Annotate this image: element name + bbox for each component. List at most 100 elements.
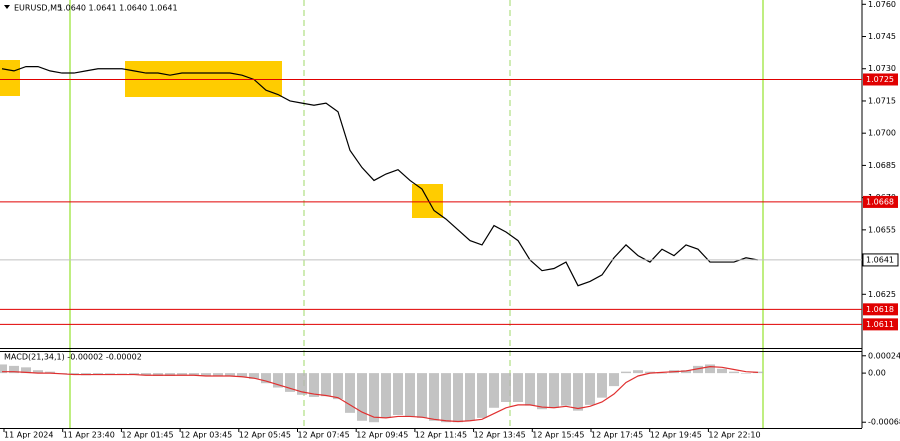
x-tick-label: 12 Apr 07:45 <box>298 431 350 440</box>
macd-bar <box>357 373 367 421</box>
macd-bar <box>333 373 343 400</box>
macd-bar <box>693 365 703 374</box>
macd-bar <box>405 373 415 417</box>
y-tick-label: 1.0685 <box>868 161 896 170</box>
x-tick-label: 12 Apr 22:10 <box>708 431 760 440</box>
level-box <box>863 195 898 208</box>
macd-bar <box>453 373 463 423</box>
macd-bar <box>213 373 223 376</box>
macd-bar <box>189 373 199 376</box>
macd-bar <box>141 373 151 376</box>
macd-bar <box>597 373 607 398</box>
macd-bar <box>285 373 295 392</box>
highlight-box <box>0 60 20 96</box>
macd-bar <box>129 373 139 375</box>
macd-bar <box>621 371 631 374</box>
macd-bar <box>489 373 499 408</box>
x-tick-label: 12 Apr 03:45 <box>180 431 232 440</box>
level-box <box>863 318 898 331</box>
level-label: 1.0725 <box>866 75 894 84</box>
signal-line <box>2 366 759 423</box>
x-tick-label: 12 Apr 11:45 <box>415 431 467 440</box>
macd-bar <box>609 373 619 387</box>
menu-arrow <box>4 5 10 9</box>
macd-bar <box>729 371 739 374</box>
x-tick-label: 12 Apr 13:45 <box>474 431 526 440</box>
macd-bar <box>645 371 655 374</box>
macd-bar <box>9 365 19 374</box>
macd-bar <box>585 373 595 405</box>
x-tick-label: 12 Apr 15:45 <box>532 431 584 440</box>
level-box <box>863 73 898 86</box>
macd-bar <box>381 373 391 418</box>
y-tick-label: 1.0730 <box>868 64 896 73</box>
macd-bar <box>261 373 271 384</box>
level-box <box>863 303 898 316</box>
level-label: 1.0618 <box>866 305 894 314</box>
macd-bar <box>33 370 43 374</box>
macd-bar <box>105 373 115 374</box>
y-tick-label: 0.00024 <box>868 351 900 360</box>
macd-bar <box>549 373 559 408</box>
quote: 1.0640 1.0641 1.0640 1.0641 <box>58 4 178 13</box>
macd-bar <box>513 373 523 402</box>
x-tick-label: 12 Apr 19:45 <box>650 431 702 440</box>
macd-bar <box>93 373 103 375</box>
macd-bar <box>237 373 247 377</box>
macd-bar <box>705 364 715 374</box>
macd-bar <box>681 370 691 374</box>
x-tick-label: 12 Apr 09:45 <box>356 431 408 440</box>
macd-bar <box>561 373 571 406</box>
macd-bar <box>177 373 187 376</box>
macd-bar <box>417 373 427 418</box>
macd-bar <box>429 373 439 421</box>
y-tick-label: 1.0715 <box>868 96 896 105</box>
macd-bar <box>69 373 79 375</box>
y-tick-label: 1.0760 <box>868 0 896 9</box>
macd-bar <box>201 373 211 376</box>
x-tick-label: 12 Apr 17:45 <box>591 431 643 440</box>
macd-bar <box>501 373 511 402</box>
y-tick-label: 1.0700 <box>868 129 896 138</box>
macd-bar <box>741 373 751 374</box>
y-tick-label: 0.00 <box>868 369 886 378</box>
macd-bar <box>273 373 283 388</box>
macd-bar <box>165 373 175 376</box>
indicator-title: MACD(21,34,1) -0.00002 -0.00002 <box>4 353 142 362</box>
macd-bar <box>225 373 235 376</box>
macd-bar <box>153 373 163 376</box>
price-line <box>1 65 759 287</box>
level-label: 1.0611 <box>866 320 894 329</box>
macd-bar <box>717 368 727 374</box>
macd-bar <box>0 364 7 374</box>
macd-bar <box>465 373 475 421</box>
level-label: 1.0668 <box>866 197 894 206</box>
macd-bar <box>477 373 487 418</box>
current-price-box <box>862 253 899 267</box>
symbol-title: EURUSD,M5 <box>14 4 62 13</box>
macd-bar <box>657 373 667 374</box>
macd-bar <box>525 373 535 406</box>
macd-bar <box>369 373 379 423</box>
y-tick-label: 1.0745 <box>868 32 896 41</box>
macd-bar <box>117 373 127 374</box>
macd-bar <box>45 371 55 374</box>
highlight-box <box>412 184 443 218</box>
x-tick-label: 11 Apr 2024 <box>4 431 53 440</box>
y-tick-label: 1.0625 <box>868 290 896 299</box>
current-price-label: 1.0641 <box>866 255 894 264</box>
macd-bar <box>21 367 31 374</box>
macd-bar <box>249 373 259 379</box>
macd-bar <box>309 373 319 397</box>
macd-bar <box>573 373 583 411</box>
macd-bar <box>537 373 547 410</box>
macd-bar <box>345 373 355 413</box>
macd-bar <box>441 373 451 423</box>
x-tick-label: 12 Apr 01:45 <box>121 431 173 440</box>
macd-bar <box>297 373 307 395</box>
y-tick-label: -0.00068 <box>868 418 900 427</box>
x-tick-label: 11 Apr 23:40 <box>63 431 115 440</box>
macd-bar <box>633 370 643 374</box>
macd-bar <box>321 373 331 397</box>
